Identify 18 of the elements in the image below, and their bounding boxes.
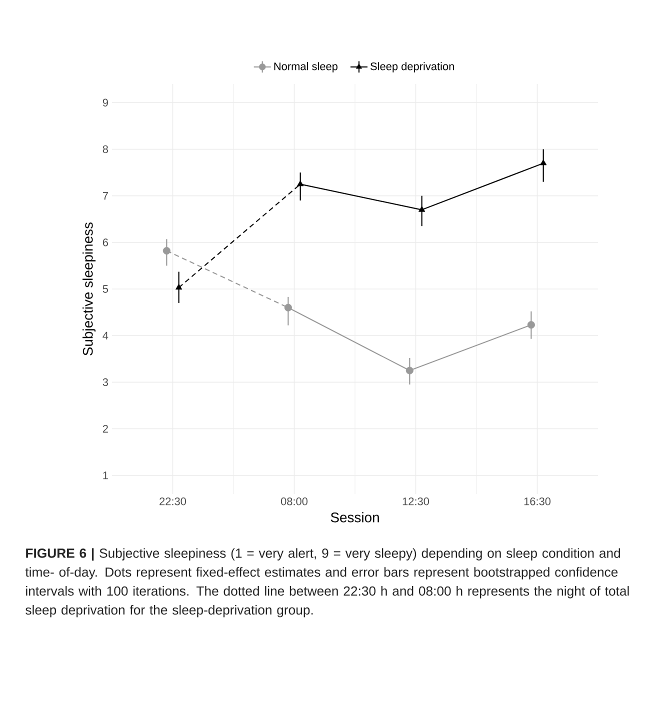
y-tick-label: 5 xyxy=(102,285,108,293)
legend-label: Sleep deprivation xyxy=(370,62,454,72)
x-tick-label: 08:00 xyxy=(280,498,308,506)
y-axis-title: Subjective sleepiness xyxy=(82,222,96,356)
y-tick-label: 6 xyxy=(102,238,108,246)
x-tick-label: 16:30 xyxy=(524,498,551,506)
y-tick-label: 8 xyxy=(102,145,108,154)
legend-label: Normal sleep xyxy=(274,62,338,72)
y-tick-label: 1 xyxy=(103,472,108,480)
x-axis-title: Session xyxy=(330,512,379,522)
y-tick-label: 4 xyxy=(102,332,108,340)
y-tick-label: 9 xyxy=(102,98,108,107)
y-tick-label: 2 xyxy=(102,424,108,433)
y-tick-label: 3 xyxy=(102,378,108,386)
x-tick-label: 22:30 xyxy=(160,498,186,506)
x-tick-label: 12:30 xyxy=(402,498,430,506)
y-tick-label: 7 xyxy=(102,192,108,200)
text: FIGURE 6 | Subjective sleepiness (1 = very alert, 9 = very sleepy) depending on sleep condition and time- of-day. Dots represent fixed-effect estimates and error bars represent bootstrapped confidence intervals with 100 iterations. The dotted line between 22:30 h and 08:00 h represents the night of total sleep deprivation for the sleep-deprivation group. xyxy=(25,548,629,618)
